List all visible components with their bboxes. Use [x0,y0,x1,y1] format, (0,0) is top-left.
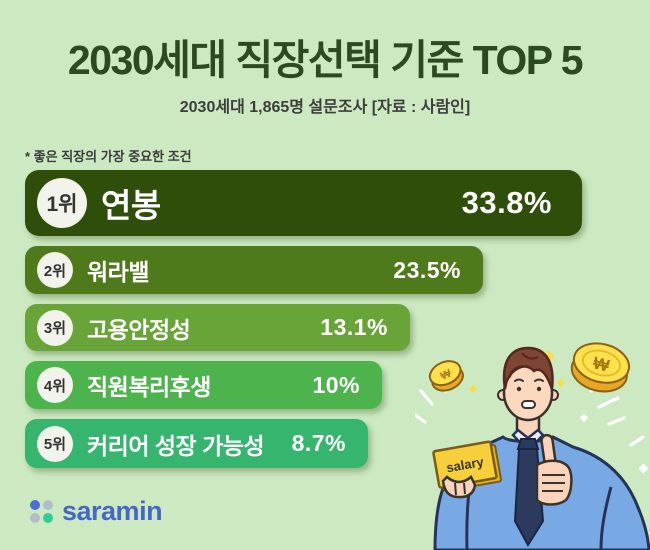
salary-man: salary [432,346,650,550]
bar-category-label: 연봉 [101,187,161,224]
won-symbol: ₩ [591,353,612,376]
bar-value-label: 8.7% [291,430,346,456]
bar-row: 3위 고용안정성 13.1% [25,304,410,351]
logo-dot [43,500,53,510]
logo-dot [30,513,40,523]
bar-value-label: 10% [312,371,360,398]
hair [502,346,554,390]
salary-man-illustration: ₩ ₩ [415,342,650,550]
bar-value-label: 23.5% [393,256,461,283]
logo-wordmark: saramin [62,496,163,526]
bar-category-label: 직원복리후생 [87,374,211,400]
bar-category-label: 커리어 성장 가능성 [87,432,265,459]
coin-icon-small: ₩ [428,360,464,392]
bar-category-label: 고용안정성 [87,316,191,343]
bar-chart: 1위 연봉 33.8% 2위 워라밸 23.5% 3위 고용안정성 13.1% 4위 직원복리후생 1… [25,170,582,468]
logo-dot [30,500,40,510]
rank-badge: 2위 [37,252,73,288]
rank-badge: 3위 [37,309,73,346]
bar-row: 5위 커리어 성장 가능성 8.7% [25,419,368,468]
logo-dot [43,513,53,523]
saramin-logo: saramin [30,496,163,527]
bar-row: 2위 워라밸 23.5% [25,246,483,294]
coin-icon-big: ₩ [570,342,631,393]
thumbs-up-hand [535,433,573,506]
bar-row: 1위 연봉 33.8% [25,170,582,236]
bar-row: 4위 직원복리후생 10% [25,361,382,409]
page-subtitle: 2030세대 1,865명 설문조사 [자료 : 사람인] [179,99,471,117]
rank-badge: 5위 [37,425,73,462]
page-title: 2030세대 직장선택 기준 TOP 5 [67,37,584,83]
bar-value-label: 33.8% [461,185,552,220]
envelope-label: salary [445,454,485,475]
bar-category-label: 워라밸 [87,259,149,285]
rank-badge: 1위 [37,178,87,228]
holding-hand [441,475,477,499]
header: 2030세대 직장선택 기준 TOP 5 2030세대 1,865명 설문조사 … [0,0,650,117]
note-text: * 좋은 직장의 가장 중요한 조건 [25,149,192,164]
rank-badge: 4위 [37,367,73,403]
bar-value-label: 13.1% [320,314,388,340]
salary-envelope: salary [432,440,503,492]
saramin-logo-dots-icon [30,500,53,523]
